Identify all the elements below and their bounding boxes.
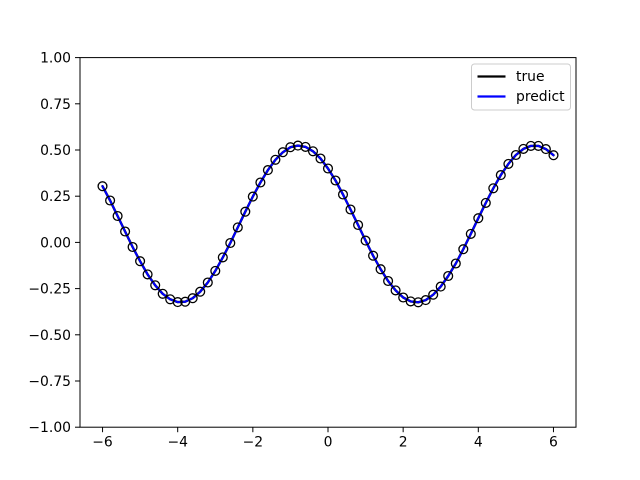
y-tick-label: −1.00 xyxy=(28,420,71,436)
data-marker xyxy=(120,226,131,237)
data-marker xyxy=(232,222,243,233)
x-tick-label: 4 xyxy=(474,435,483,451)
data-marker xyxy=(435,281,446,292)
data-marker xyxy=(202,277,213,288)
x-tick-label: −2 xyxy=(243,435,263,451)
legend: true predict xyxy=(471,63,571,111)
data-marker xyxy=(503,158,514,169)
data-marker xyxy=(217,252,228,263)
data-marker xyxy=(337,189,349,200)
x-axis: −6 −4 −2 0 2 4 6 xyxy=(92,427,558,451)
data-marker xyxy=(277,147,288,158)
data-marker xyxy=(428,289,439,300)
x-tick-label: −6 xyxy=(92,435,112,451)
data-marker xyxy=(112,210,123,222)
x-tick-label: 2 xyxy=(399,435,408,451)
legend-label-true: true xyxy=(516,69,545,85)
data-marker xyxy=(195,286,206,297)
data-marker xyxy=(510,149,521,161)
data-marker xyxy=(105,195,116,206)
data-marker xyxy=(225,237,236,249)
data-marker xyxy=(142,269,153,280)
data-marker xyxy=(97,181,108,192)
data-marker xyxy=(420,295,431,306)
x-tick-label: 6 xyxy=(549,435,558,451)
data-marker xyxy=(465,228,476,239)
data-marker xyxy=(150,280,161,291)
data-marker xyxy=(458,244,469,255)
y-tick-label: −0.25 xyxy=(28,282,71,298)
data-marker xyxy=(450,258,461,269)
y-tick-label: 0.00 xyxy=(40,235,71,251)
plot-area xyxy=(80,57,576,428)
y-tick-label: −0.75 xyxy=(28,374,71,390)
data-marker xyxy=(405,296,416,307)
data-marker xyxy=(322,163,334,174)
y-tick-label: 0.25 xyxy=(40,189,71,205)
data-marker xyxy=(548,150,559,161)
y-tick-label: −0.50 xyxy=(28,328,71,344)
axes-frame xyxy=(79,57,577,428)
data-marker xyxy=(172,297,183,308)
data-marker xyxy=(157,288,168,299)
data-marker xyxy=(443,270,454,282)
series-lines xyxy=(101,144,555,304)
data-marker xyxy=(247,191,258,202)
data-marker xyxy=(360,235,371,246)
data-marker xyxy=(540,144,551,155)
data-marker xyxy=(292,140,303,151)
data-marker xyxy=(480,197,491,208)
data-marker xyxy=(390,285,401,296)
data-marker xyxy=(285,142,296,153)
data-marker xyxy=(270,154,281,165)
data-marker xyxy=(525,140,536,151)
data-marker xyxy=(473,213,484,224)
data-marker xyxy=(210,265,221,276)
data-marker xyxy=(135,256,146,267)
data-marker xyxy=(353,219,364,231)
data-marker xyxy=(255,177,266,188)
data-marker xyxy=(127,241,138,253)
data-marker xyxy=(368,250,379,261)
y-tick-label: 1.00 xyxy=(40,51,71,67)
data-marker xyxy=(187,293,198,304)
data-marker xyxy=(375,264,386,275)
series-line-predict xyxy=(101,144,555,304)
legend-label-predict: predict xyxy=(516,89,565,105)
data-point-markers xyxy=(97,140,559,308)
data-marker xyxy=(300,141,311,152)
data-marker xyxy=(413,297,424,308)
data-marker xyxy=(240,206,251,217)
y-tick-label: 0.50 xyxy=(40,143,71,159)
x-tick-label: −4 xyxy=(167,435,188,451)
data-marker xyxy=(330,175,341,186)
data-marker xyxy=(315,153,326,164)
data-marker xyxy=(488,183,499,194)
data-marker xyxy=(307,146,319,157)
y-axis: 1.00 0.75 0.50 0.25 0.00 −0.25 −0.50 −0.75 −1.00 xyxy=(28,51,80,436)
data-marker xyxy=(495,170,506,181)
y-tick-label: 0.75 xyxy=(40,97,71,113)
x-tick-label: 0 xyxy=(324,435,333,451)
data-marker xyxy=(262,165,273,176)
data-marker xyxy=(383,275,394,287)
data-marker xyxy=(345,204,356,215)
